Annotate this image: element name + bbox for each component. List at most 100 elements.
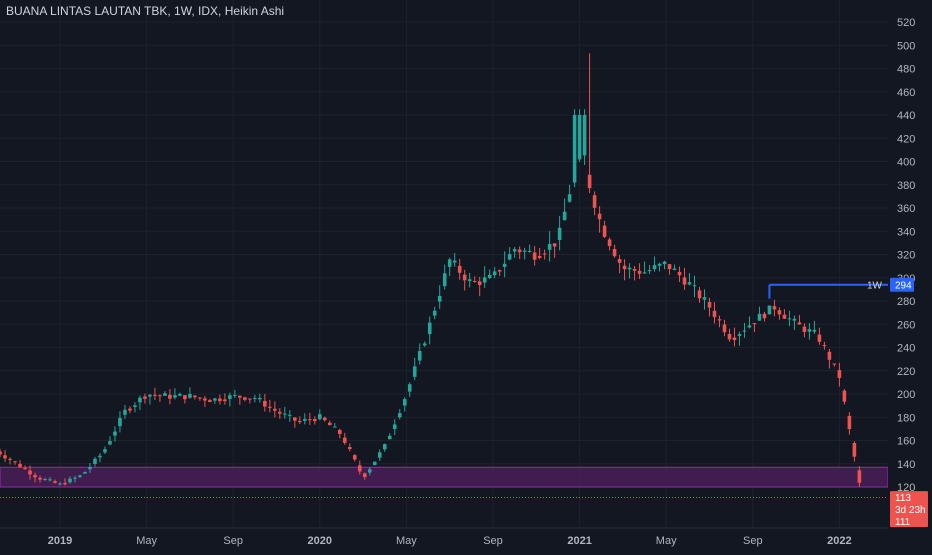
candle-body [612, 248, 617, 257]
candle-body [23, 468, 27, 470]
candle-body [13, 461, 17, 463]
candle-body [552, 243, 557, 247]
candle-body [332, 426, 337, 428]
candle-body [318, 414, 322, 420]
candle-body [832, 363, 837, 365]
candle-body [288, 414, 292, 416]
candle-body [462, 274, 467, 281]
y-tick-label: 280 [897, 296, 915, 308]
price-axis [888, 0, 932, 550]
candle-body [687, 282, 692, 285]
candle-body [732, 337, 737, 341]
candle-body [677, 271, 682, 276]
candle-body [322, 417, 327, 421]
level-price-text: 294 [895, 281, 912, 292]
candles [0, 53, 862, 487]
candle-body [143, 396, 147, 399]
y-tick-label: 180 [897, 412, 915, 424]
candle-body [507, 254, 512, 260]
low-price-text: 111 [895, 517, 911, 528]
candle-body [542, 253, 547, 255]
candle-body [852, 443, 857, 457]
candle-body [0, 451, 2, 455]
candle-body [208, 400, 212, 403]
y-tick-label: 400 [897, 157, 915, 169]
candle-body [762, 313, 767, 319]
candle-body [637, 270, 642, 274]
candle-body [697, 290, 702, 299]
candle-body [787, 318, 792, 320]
candle-body [43, 479, 47, 481]
candle-body [722, 324, 727, 333]
candle-body [702, 297, 707, 300]
candle-body [587, 174, 592, 189]
candle-body [243, 397, 247, 400]
candle-body [757, 313, 762, 321]
y-tick-label: 520 [897, 17, 915, 29]
candle-body [273, 408, 277, 411]
support-zone [0, 466, 889, 488]
candle-body [782, 314, 787, 319]
candle-body [647, 270, 652, 272]
candle-body [213, 398, 217, 401]
candle-body [767, 305, 772, 315]
y-tick-label: 320 [897, 250, 915, 262]
candle-body [258, 397, 262, 400]
candle-body [372, 461, 377, 466]
candle-body [847, 415, 852, 430]
candle-body [203, 398, 207, 401]
candle-body [857, 470, 862, 483]
candle-body [527, 250, 532, 252]
candle-body [168, 394, 172, 399]
candle-body [78, 475, 82, 477]
candle-body [308, 419, 312, 421]
candle-body [33, 474, 37, 478]
candle-body [822, 345, 827, 347]
candle-body [407, 384, 412, 392]
candle-body [492, 271, 497, 276]
candle-body [53, 481, 57, 483]
candle-body [817, 334, 822, 342]
candle-body [737, 334, 742, 336]
candle-body [402, 399, 407, 406]
candle-body [607, 239, 612, 247]
candle-body [547, 243, 552, 250]
candle-body [178, 394, 182, 396]
candle-body [837, 370, 842, 378]
candle-body [303, 418, 307, 421]
y-tick-label: 480 [897, 64, 915, 76]
candle-body [777, 310, 782, 315]
candle-body [682, 277, 687, 285]
candle-body [627, 267, 632, 270]
candle-body [223, 399, 227, 402]
candle-body [248, 398, 252, 400]
candle-body [263, 400, 267, 407]
candle-body [183, 395, 187, 400]
x-tick-label: Sep [223, 535, 243, 547]
candle-body [298, 421, 302, 423]
candle-body [133, 405, 137, 407]
candle-body [497, 270, 502, 272]
candle-body [337, 429, 342, 434]
candle-body [477, 281, 482, 286]
y-tick-label: 240 [897, 343, 915, 355]
candle-body [347, 447, 352, 450]
candle-body [118, 417, 122, 427]
x-tick-label: 2021 [567, 535, 591, 547]
candle-body [487, 274, 492, 278]
candle-body [772, 306, 777, 310]
candle-body [717, 319, 722, 321]
candle-body [123, 409, 127, 415]
candle-body [48, 479, 52, 481]
x-tick-label: May [396, 535, 417, 547]
candle-body [667, 264, 672, 269]
candle-body [138, 397, 142, 403]
candle-body [807, 329, 812, 332]
candle-body [233, 394, 237, 396]
candle-body [422, 343, 427, 346]
candle-body [537, 255, 542, 258]
candle-body [98, 455, 102, 458]
candle-body [38, 477, 42, 480]
